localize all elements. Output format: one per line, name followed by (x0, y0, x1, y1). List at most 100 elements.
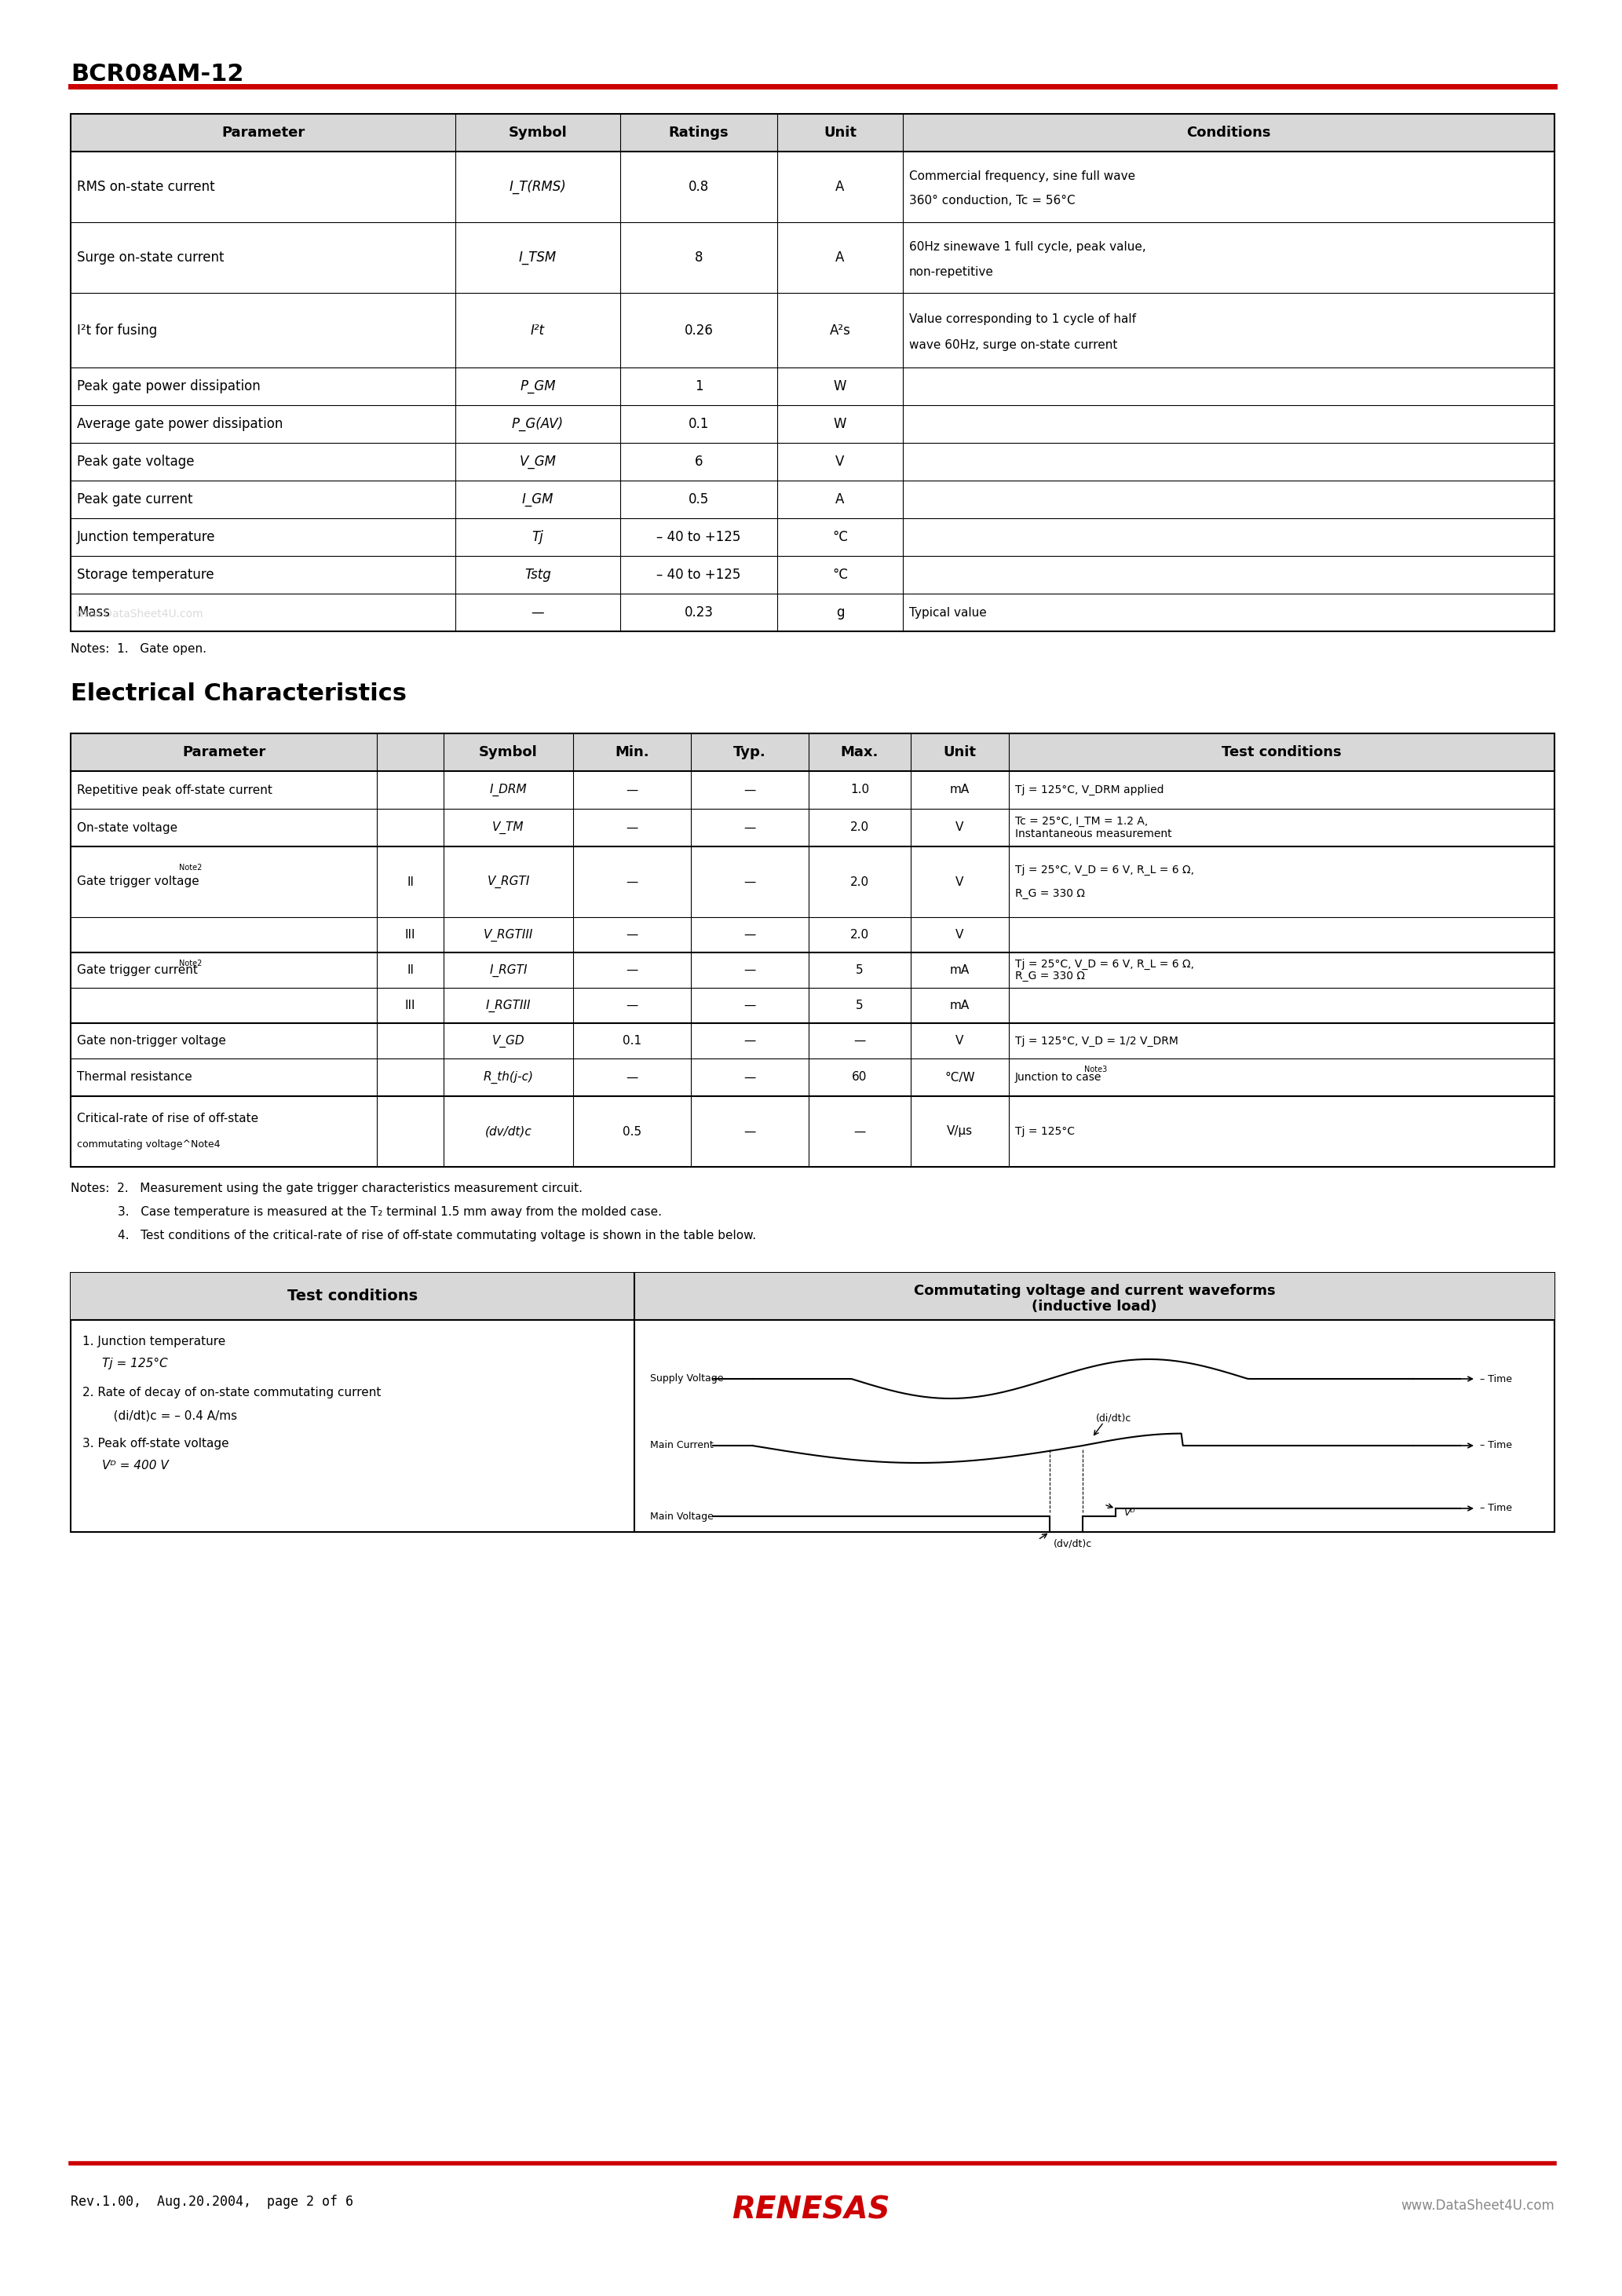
Text: V_TM: V_TM (493, 822, 524, 833)
Text: Note2: Note2 (178, 863, 203, 872)
Text: °C: °C (832, 567, 848, 581)
Text: 360° conduction, Tc = 56°C: 360° conduction, Tc = 56°C (910, 195, 1075, 207)
Text: II: II (407, 875, 414, 889)
Text: Note2: Note2 (178, 960, 203, 967)
Text: Value corresponding to 1 cycle of half: Value corresponding to 1 cycle of half (910, 312, 1135, 326)
Text: Storage temperature: Storage temperature (76, 567, 214, 581)
Text: Thermal resistance: Thermal resistance (76, 1072, 191, 1084)
Text: (inductive load): (inductive load) (1032, 1300, 1156, 1313)
Text: – Time: – Time (1479, 1373, 1512, 1384)
Text: 0.5: 0.5 (623, 1125, 641, 1137)
Text: —: — (744, 1035, 756, 1047)
Text: —: — (744, 822, 756, 833)
Text: Conditions: Conditions (1186, 126, 1272, 140)
Text: —: — (532, 606, 545, 620)
Text: V: V (955, 930, 963, 941)
Text: Gate trigger current: Gate trigger current (76, 964, 198, 976)
Text: 1.0: 1.0 (850, 783, 869, 797)
Text: Peak gate voltage: Peak gate voltage (76, 455, 195, 468)
Bar (71, 1272, 1554, 1531)
Text: Unit: Unit (944, 746, 976, 760)
Text: V_GM: V_GM (519, 455, 556, 468)
Text: 2.0: 2.0 (850, 822, 869, 833)
Text: Typ.: Typ. (733, 746, 766, 760)
Text: 1. Junction temperature: 1. Junction temperature (83, 1336, 225, 1348)
Text: Symbol: Symbol (478, 746, 537, 760)
Text: V: V (955, 875, 963, 889)
Text: Parameter: Parameter (182, 746, 266, 760)
Text: g: g (835, 606, 843, 620)
Text: Notes:  2.   Measurement using the gate trigger characteristics measurement circ: Notes: 2. Measurement using the gate tri… (71, 1182, 582, 1194)
Text: Tj: Tj (532, 530, 543, 544)
Text: – Time: – Time (1479, 1504, 1512, 1513)
Text: Tj = 125°C, V_D = 1/2 V_DRM: Tj = 125°C, V_D = 1/2 V_DRM (1015, 1035, 1178, 1047)
Text: – Time: – Time (1479, 1440, 1512, 1451)
Text: Rev.1.00,  Aug.20.2004,  page 2 of 6: Rev.1.00, Aug.20.2004, page 2 of 6 (71, 2195, 354, 2209)
Text: Vᴰ: Vᴰ (1124, 1506, 1135, 1518)
Text: V/μs: V/μs (947, 1125, 973, 1137)
Text: 0.26: 0.26 (684, 324, 714, 338)
Text: —: — (744, 875, 756, 889)
Text: —: — (626, 875, 637, 889)
Text: —: — (626, 999, 637, 1010)
Text: I²t: I²t (530, 324, 545, 338)
Text: A: A (835, 179, 845, 193)
Text: Electrical Characteristics: Electrical Characteristics (71, 682, 407, 705)
Text: 2. Rate of decay of on-state commutating current: 2. Rate of decay of on-state commutating… (83, 1387, 381, 1398)
Text: —: — (744, 930, 756, 941)
Text: I_RGTI: I_RGTI (490, 964, 527, 976)
Text: Vᴰ = 400 V: Vᴰ = 400 V (102, 1460, 169, 1472)
Text: A²s: A²s (829, 324, 850, 338)
Text: Tj = 125°C: Tj = 125°C (1015, 1125, 1075, 1137)
Text: commutating voltage^Note4: commutating voltage^Note4 (76, 1139, 221, 1150)
Text: A: A (835, 250, 845, 264)
Text: —: — (744, 964, 756, 976)
Text: Supply Voltage: Supply Voltage (650, 1373, 723, 1384)
Text: W: W (834, 379, 847, 393)
Text: (dv/dt)c: (dv/dt)c (485, 1125, 532, 1137)
Text: Main Voltage: Main Voltage (650, 1511, 714, 1522)
Text: mA: mA (950, 964, 970, 976)
Text: 60Hz sinewave 1 full cycle, peak value,: 60Hz sinewave 1 full cycle, peak value, (910, 241, 1147, 253)
Text: Junction temperature: Junction temperature (76, 530, 216, 544)
Text: P_GM: P_GM (521, 379, 556, 393)
Bar (71, 115, 1554, 631)
Text: 3. Peak off-state voltage: 3. Peak off-state voltage (83, 1437, 229, 1449)
Text: Tc = 25°C, I_TM = 1.2 A,: Tc = 25°C, I_TM = 1.2 A, (1015, 815, 1148, 827)
Text: I_TSM: I_TSM (519, 250, 556, 264)
Text: —: — (626, 930, 637, 941)
Text: Max.: Max. (840, 746, 879, 760)
Text: RENESAS: RENESAS (732, 2195, 890, 2225)
Text: —: — (626, 1072, 637, 1084)
Text: V: V (835, 455, 845, 468)
Text: Critical-rate of rise of off-state: Critical-rate of rise of off-state (76, 1114, 258, 1125)
Text: Peak gate current: Peak gate current (76, 491, 193, 507)
Text: A: A (835, 491, 845, 507)
Text: W: W (834, 418, 847, 432)
Text: Tj = 25°C, V_D = 6 V, R_L = 6 Ω,: Tj = 25°C, V_D = 6 V, R_L = 6 Ω, (1015, 863, 1194, 875)
Text: Ratings: Ratings (668, 126, 728, 140)
Text: °C/W: °C/W (944, 1072, 975, 1084)
Text: Gate trigger voltage: Gate trigger voltage (76, 875, 200, 889)
Text: Unit: Unit (824, 126, 856, 140)
Text: —: — (626, 964, 637, 976)
Text: non-repetitive: non-repetitive (910, 266, 994, 278)
Text: wave 60Hz, surge on-state current: wave 60Hz, surge on-state current (910, 340, 1118, 351)
Text: —: — (744, 783, 756, 797)
Text: Min.: Min. (615, 746, 649, 760)
Text: 6: 6 (694, 455, 702, 468)
Text: R_G = 330 Ω: R_G = 330 Ω (1015, 971, 1085, 983)
Text: (di/dt)c = – 0.4 A/ms: (di/dt)c = – 0.4 A/ms (102, 1410, 237, 1421)
Text: 5: 5 (856, 999, 863, 1010)
Text: Peak gate power dissipation: Peak gate power dissipation (76, 379, 261, 393)
Text: BCR08AM-12: BCR08AM-12 (71, 62, 243, 85)
Bar (71, 1272, 1554, 1320)
Text: 1: 1 (694, 379, 702, 393)
Text: Typical value: Typical value (910, 606, 986, 618)
Text: 0.23: 0.23 (684, 606, 714, 620)
Text: (di/dt)c: (di/dt)c (1096, 1412, 1132, 1424)
Text: V_RGTI: V_RGTI (487, 875, 530, 889)
Text: P_G(AV): P_G(AV) (513, 418, 564, 432)
Text: RMS on-state current: RMS on-state current (76, 179, 214, 193)
Text: —: — (744, 1072, 756, 1084)
